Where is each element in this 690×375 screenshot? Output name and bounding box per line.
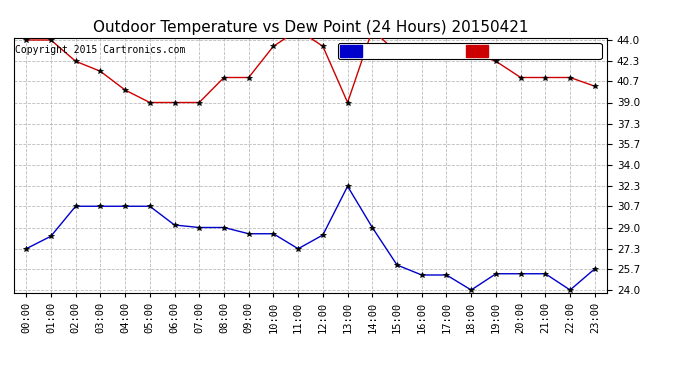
Title: Outdoor Temperature vs Dew Point (24 Hours) 20150421: Outdoor Temperature vs Dew Point (24 Hou… [92,20,529,35]
Legend: Dew Point (°F), Temperature (°F): Dew Point (°F), Temperature (°F) [338,43,602,59]
Text: Copyright 2015 Cartronics.com: Copyright 2015 Cartronics.com [15,45,186,55]
